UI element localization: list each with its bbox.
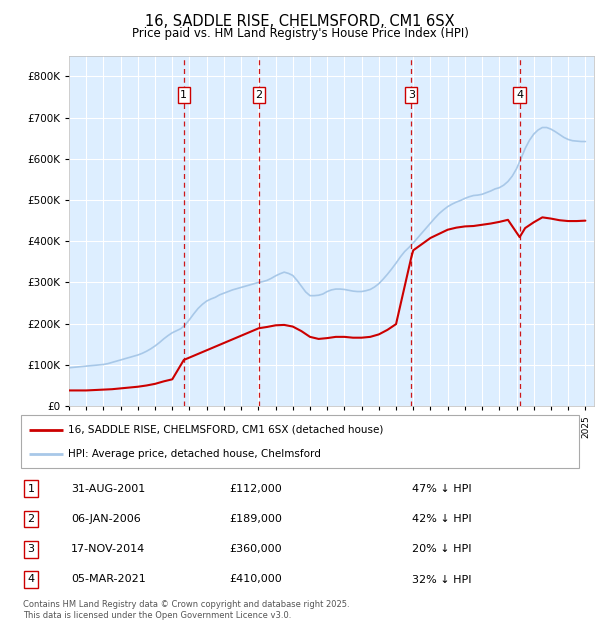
FancyBboxPatch shape bbox=[21, 415, 579, 468]
Text: 17-NOV-2014: 17-NOV-2014 bbox=[71, 544, 145, 554]
Text: 4: 4 bbox=[28, 575, 35, 585]
Text: 31-AUG-2001: 31-AUG-2001 bbox=[71, 484, 145, 494]
Text: 1: 1 bbox=[28, 484, 35, 494]
Text: 4: 4 bbox=[516, 90, 523, 100]
Text: 32% ↓ HPI: 32% ↓ HPI bbox=[412, 575, 471, 585]
Text: £360,000: £360,000 bbox=[229, 544, 281, 554]
Text: Price paid vs. HM Land Registry's House Price Index (HPI): Price paid vs. HM Land Registry's House … bbox=[131, 27, 469, 40]
Text: 06-JAN-2006: 06-JAN-2006 bbox=[71, 514, 141, 524]
Text: 3: 3 bbox=[28, 544, 35, 554]
Text: HPI: Average price, detached house, Chelmsford: HPI: Average price, detached house, Chel… bbox=[68, 449, 322, 459]
Text: 16, SADDLE RISE, CHELMSFORD, CM1 6SX: 16, SADDLE RISE, CHELMSFORD, CM1 6SX bbox=[145, 14, 455, 29]
Text: 16, SADDLE RISE, CHELMSFORD, CM1 6SX (detached house): 16, SADDLE RISE, CHELMSFORD, CM1 6SX (de… bbox=[68, 425, 384, 435]
Text: 20% ↓ HPI: 20% ↓ HPI bbox=[412, 544, 471, 554]
Text: 05-MAR-2021: 05-MAR-2021 bbox=[71, 575, 146, 585]
Text: 1: 1 bbox=[181, 90, 187, 100]
Text: 2: 2 bbox=[28, 514, 35, 524]
Text: 47% ↓ HPI: 47% ↓ HPI bbox=[412, 484, 471, 494]
Text: 3: 3 bbox=[407, 90, 415, 100]
Text: 42% ↓ HPI: 42% ↓ HPI bbox=[412, 514, 471, 524]
Text: £410,000: £410,000 bbox=[229, 575, 282, 585]
Text: Contains HM Land Registry data © Crown copyright and database right 2025.
This d: Contains HM Land Registry data © Crown c… bbox=[23, 600, 349, 619]
Text: 2: 2 bbox=[255, 90, 262, 100]
Text: £189,000: £189,000 bbox=[229, 514, 282, 524]
Text: £112,000: £112,000 bbox=[229, 484, 282, 494]
